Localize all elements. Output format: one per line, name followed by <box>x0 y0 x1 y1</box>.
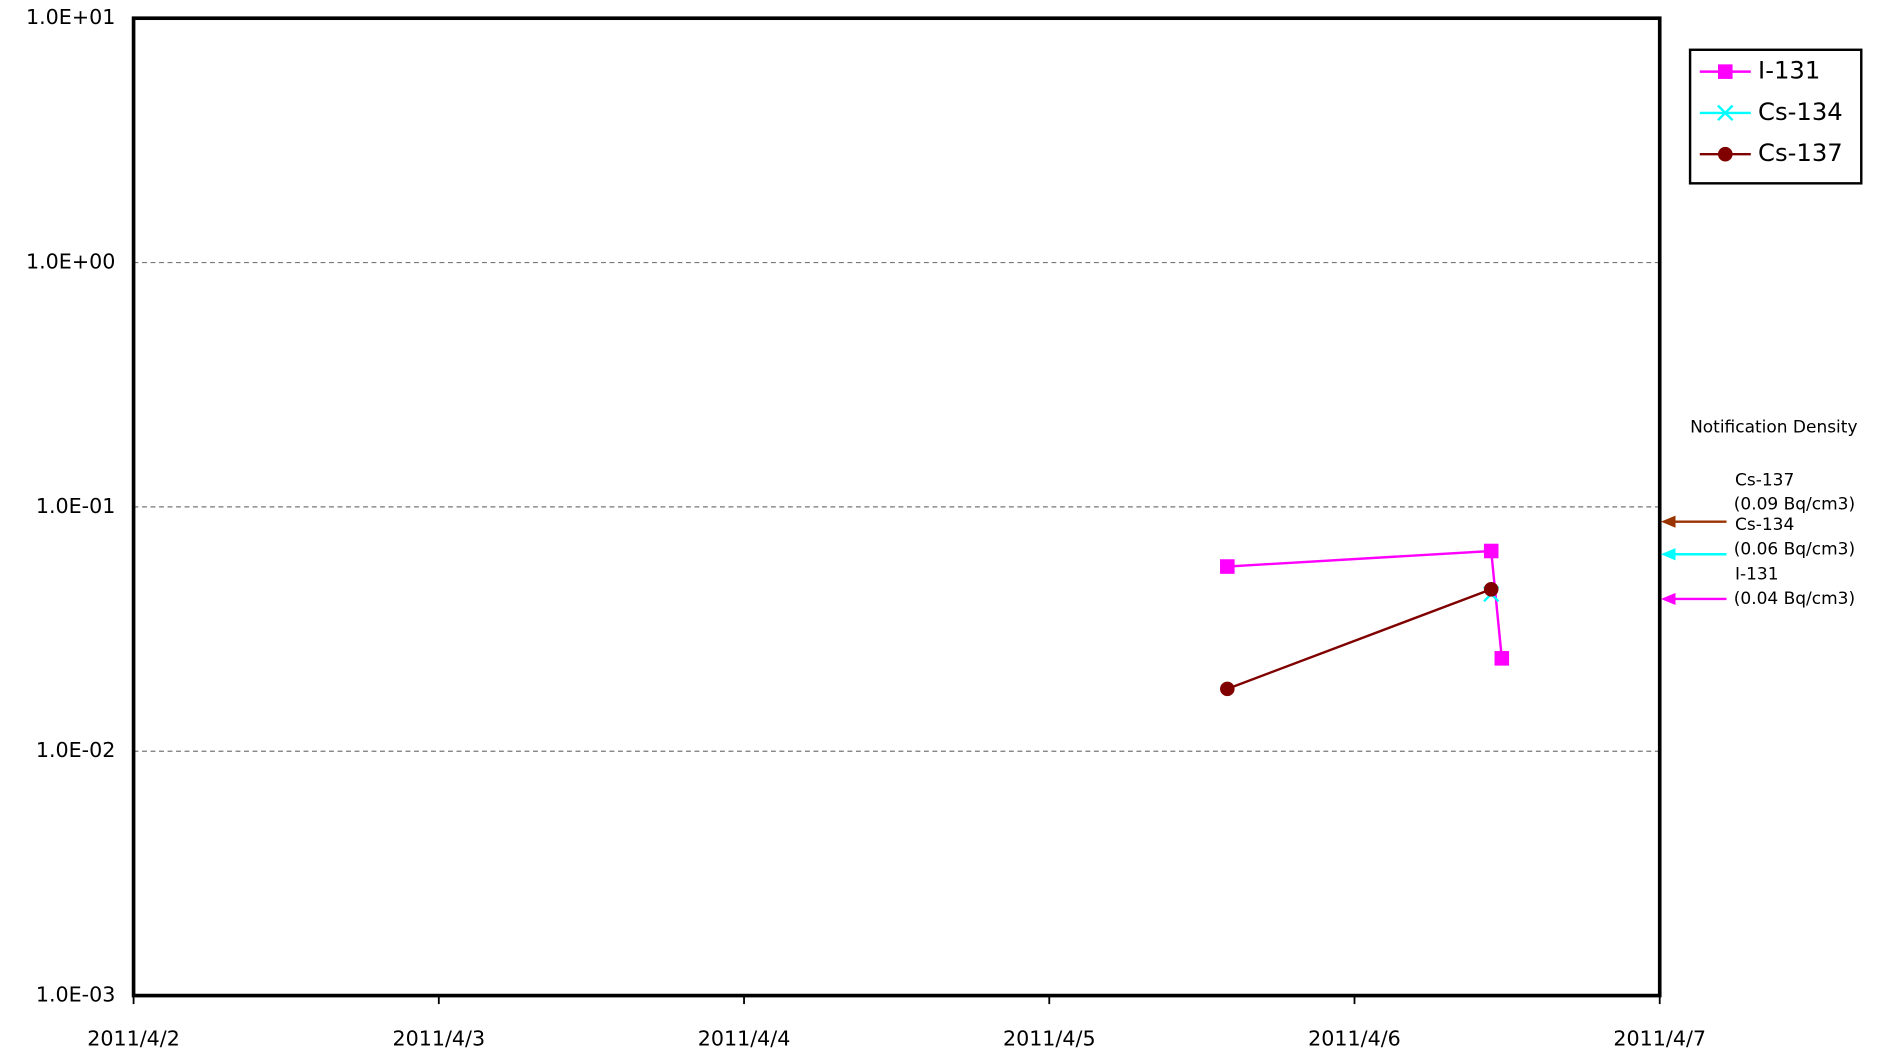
limit-name: I-131 <box>1735 565 1779 585</box>
legend-box <box>1688 48 1863 185</box>
series-line <box>1227 549 1504 659</box>
y-tick-label: 1.0E-02 <box>36 738 116 762</box>
limit-label: (0.06 Bq/cm3) <box>1734 539 1855 559</box>
x-tick-label: 2011/4/4 <box>698 1026 791 1049</box>
data-point <box>1483 543 1499 559</box>
data-point <box>1220 559 1235 574</box>
x-tick-label: 2011/4/2 <box>87 1026 180 1049</box>
limit-label: (0.09 Bq/cm3) <box>1734 495 1855 515</box>
limit-name: Cs-134 <box>1735 515 1794 535</box>
data-point <box>1483 582 1499 597</box>
annotation-title: Notification Density <box>1690 417 1857 437</box>
legend-label: I-131 <box>1758 56 1820 85</box>
y-tick-label: 1.0E-03 <box>36 983 116 1007</box>
legend-marker <box>1718 146 1733 162</box>
legend-marker <box>1717 104 1734 122</box>
data-point <box>1220 681 1235 697</box>
limit-arrowhead <box>1660 592 1676 606</box>
limit-name: Cs-137 <box>1735 470 1794 490</box>
plot-frame <box>131 16 1662 998</box>
series-line <box>1226 588 1492 690</box>
legend-label: Cs-137 <box>1758 138 1843 167</box>
x-tick-label: 2011/4/5 <box>1003 1026 1096 1049</box>
y-tick-label: 1.0E+01 <box>26 5 115 29</box>
x-tick-label: 2011/4/7 <box>1613 1026 1706 1049</box>
data-point <box>1494 651 1510 666</box>
legend-marker <box>1718 64 1733 79</box>
limit-label: (0.04 Bq/cm3) <box>1734 589 1855 609</box>
x-tick-label: 2011/4/3 <box>392 1026 485 1049</box>
limit-arrowhead <box>1660 548 1676 561</box>
legend-label: Cs-134 <box>1758 97 1843 126</box>
limit-arrowhead <box>1660 515 1676 528</box>
y-tick-label: 1.0E-01 <box>36 494 116 518</box>
x-tick-label: 2011/4/6 <box>1308 1026 1401 1049</box>
y-tick-label: 1.0E+00 <box>26 250 115 274</box>
